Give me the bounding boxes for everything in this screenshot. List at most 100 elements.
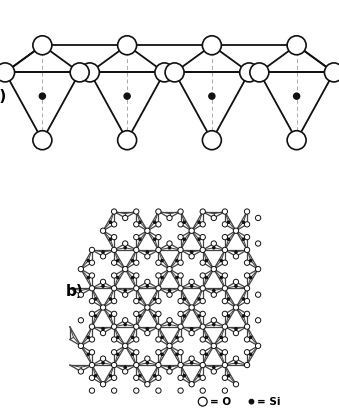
Circle shape <box>168 324 171 326</box>
Circle shape <box>155 63 174 82</box>
Circle shape <box>176 260 178 262</box>
Circle shape <box>100 279 106 285</box>
Circle shape <box>167 215 172 221</box>
Circle shape <box>178 298 183 304</box>
Circle shape <box>250 336 252 339</box>
Circle shape <box>78 266 83 272</box>
Circle shape <box>156 222 161 227</box>
Circle shape <box>89 273 95 278</box>
Circle shape <box>161 336 163 339</box>
Circle shape <box>250 63 269 82</box>
Circle shape <box>227 315 230 317</box>
Circle shape <box>154 375 156 377</box>
Circle shape <box>122 369 128 374</box>
Circle shape <box>134 209 139 214</box>
Circle shape <box>222 388 227 393</box>
Circle shape <box>198 375 200 377</box>
Circle shape <box>156 260 161 265</box>
Circle shape <box>146 328 148 330</box>
Circle shape <box>191 328 193 330</box>
Circle shape <box>167 241 172 246</box>
Circle shape <box>244 337 250 342</box>
Circle shape <box>256 241 261 246</box>
Circle shape <box>242 221 244 223</box>
Circle shape <box>211 343 217 349</box>
Circle shape <box>161 260 163 262</box>
Circle shape <box>156 337 161 342</box>
Circle shape <box>134 234 139 240</box>
Circle shape <box>178 209 183 214</box>
Circle shape <box>222 298 227 304</box>
Circle shape <box>235 328 237 330</box>
Circle shape <box>256 318 261 323</box>
Circle shape <box>178 222 183 227</box>
Circle shape <box>87 336 89 339</box>
Circle shape <box>112 388 117 393</box>
Circle shape <box>222 209 227 214</box>
Circle shape <box>109 238 112 240</box>
Circle shape <box>89 298 95 304</box>
Circle shape <box>87 353 89 355</box>
Circle shape <box>205 336 207 339</box>
Circle shape <box>213 247 215 249</box>
Circle shape <box>139 315 141 317</box>
Circle shape <box>222 247 227 252</box>
Circle shape <box>189 330 194 336</box>
Circle shape <box>287 131 306 150</box>
Circle shape <box>287 36 306 55</box>
Circle shape <box>211 215 217 221</box>
Circle shape <box>89 247 95 252</box>
Circle shape <box>189 279 194 285</box>
Circle shape <box>198 298 200 300</box>
Circle shape <box>124 247 126 249</box>
Circle shape <box>178 349 183 355</box>
Circle shape <box>244 273 250 278</box>
Circle shape <box>244 324 250 329</box>
Circle shape <box>124 324 126 326</box>
Circle shape <box>100 330 106 336</box>
Circle shape <box>240 63 259 82</box>
Circle shape <box>89 388 95 393</box>
Circle shape <box>167 318 172 323</box>
Circle shape <box>122 292 128 297</box>
Circle shape <box>244 209 250 214</box>
Circle shape <box>222 260 227 265</box>
Circle shape <box>244 247 250 252</box>
Circle shape <box>134 324 139 329</box>
Circle shape <box>222 324 227 329</box>
Circle shape <box>156 388 161 393</box>
Circle shape <box>222 349 227 355</box>
Circle shape <box>205 277 207 279</box>
Circle shape <box>118 131 137 150</box>
Text: a): a) <box>0 89 7 104</box>
Circle shape <box>178 247 183 252</box>
Circle shape <box>242 298 244 300</box>
Circle shape <box>117 336 119 339</box>
Circle shape <box>211 266 217 272</box>
Circle shape <box>89 311 95 316</box>
Circle shape <box>156 273 161 278</box>
Circle shape <box>250 277 252 279</box>
Circle shape <box>191 285 193 287</box>
Circle shape <box>134 298 139 304</box>
Circle shape <box>242 315 244 317</box>
Circle shape <box>167 343 172 349</box>
Circle shape <box>178 362 183 368</box>
Circle shape <box>122 318 128 323</box>
Circle shape <box>222 311 227 316</box>
Circle shape <box>178 260 183 265</box>
Circle shape <box>109 315 112 317</box>
Circle shape <box>244 285 250 291</box>
Text: b): b) <box>65 285 83 299</box>
Circle shape <box>222 273 227 278</box>
Circle shape <box>200 311 205 316</box>
Circle shape <box>189 382 194 387</box>
Circle shape <box>145 279 150 285</box>
Circle shape <box>0 63 15 82</box>
Circle shape <box>222 222 227 227</box>
Circle shape <box>146 285 148 287</box>
Circle shape <box>132 353 134 355</box>
Circle shape <box>112 375 117 380</box>
Circle shape <box>156 375 161 380</box>
Circle shape <box>233 228 239 233</box>
